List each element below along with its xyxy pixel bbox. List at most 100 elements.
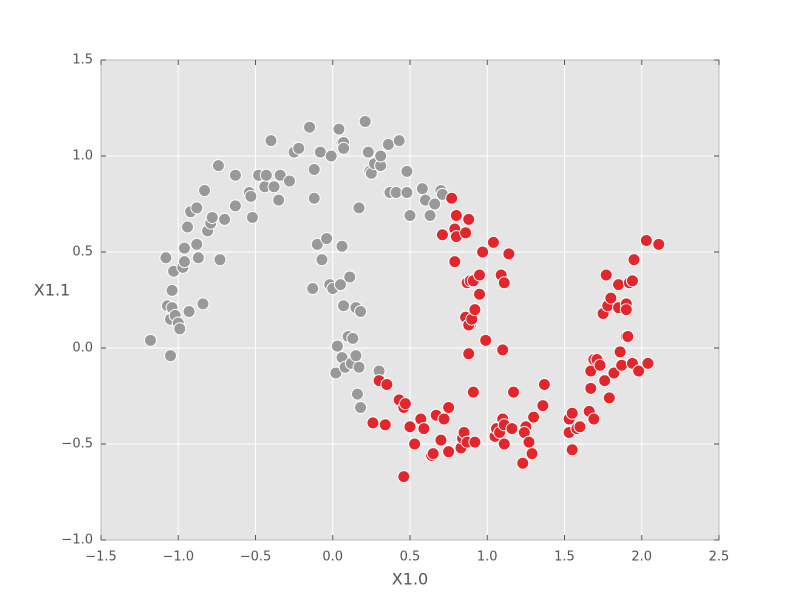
y-tick-label: 1.5	[72, 53, 93, 68]
x-tick-label: 2.0	[631, 550, 652, 565]
point	[307, 162, 321, 176]
point	[352, 201, 366, 215]
point	[537, 377, 551, 391]
point	[516, 456, 530, 470]
point	[428, 197, 442, 211]
x-axis-label: X1.0	[392, 570, 428, 589]
point	[198, 184, 212, 198]
x-tick-label: 0.0	[322, 550, 343, 565]
point	[599, 268, 613, 282]
point	[408, 437, 422, 451]
point	[565, 406, 579, 420]
point	[527, 410, 541, 424]
point	[522, 435, 536, 449]
point	[228, 168, 242, 182]
point	[330, 339, 344, 353]
point	[632, 364, 646, 378]
point	[445, 191, 459, 205]
point	[218, 212, 232, 226]
point	[307, 191, 321, 205]
x-tick-label: 1.5	[554, 550, 575, 565]
point	[415, 182, 429, 196]
point	[190, 201, 204, 215]
point	[335, 239, 349, 253]
y-tick-label: 0.5	[72, 245, 93, 260]
point	[337, 141, 351, 155]
point	[333, 278, 347, 292]
point	[350, 387, 364, 401]
point	[196, 297, 210, 311]
point	[352, 360, 366, 374]
y-tick-label: 1.0	[72, 149, 93, 164]
point	[374, 149, 388, 163]
point	[497, 437, 511, 451]
point	[381, 137, 395, 151]
point	[587, 412, 601, 426]
point	[476, 245, 490, 259]
point	[306, 281, 320, 295]
point	[143, 333, 157, 347]
point	[282, 174, 296, 188]
point	[400, 185, 414, 199]
point	[378, 418, 392, 432]
point	[211, 159, 225, 173]
point	[205, 210, 219, 224]
y-tick-label: −0.5	[61, 437, 93, 452]
point	[403, 209, 417, 223]
point	[310, 237, 324, 251]
point	[573, 420, 587, 434]
point	[462, 212, 476, 226]
point	[507, 385, 521, 399]
point	[320, 232, 334, 246]
point	[652, 237, 666, 251]
point	[177, 241, 191, 255]
point	[462, 347, 476, 361]
point	[267, 180, 281, 194]
point	[228, 199, 242, 213]
y-tick-label: −1.0	[61, 533, 93, 548]
point	[615, 358, 629, 372]
point	[473, 268, 487, 282]
point	[181, 220, 195, 234]
point	[621, 329, 635, 343]
point	[244, 189, 258, 203]
points	[143, 114, 666, 484]
point	[159, 251, 173, 265]
point	[346, 331, 360, 345]
point	[354, 401, 368, 415]
point	[423, 209, 437, 223]
point	[442, 401, 456, 415]
point	[190, 237, 204, 251]
point	[398, 397, 412, 411]
point	[264, 134, 278, 148]
point	[449, 209, 463, 223]
point	[639, 233, 653, 247]
point	[625, 274, 639, 288]
point	[525, 447, 539, 461]
point	[324, 149, 338, 163]
point	[315, 253, 329, 267]
point	[502, 247, 516, 261]
point	[343, 270, 357, 284]
point	[619, 303, 633, 317]
point	[613, 345, 627, 359]
point	[607, 366, 621, 380]
point	[496, 343, 510, 357]
x-tick-label: 0.5	[400, 550, 421, 565]
point	[349, 349, 363, 363]
point	[182, 305, 196, 319]
point	[468, 303, 482, 317]
point	[392, 134, 406, 148]
point	[337, 299, 351, 313]
point	[435, 228, 449, 242]
x-tick-label: −1.5	[85, 550, 117, 565]
point	[213, 253, 227, 267]
point	[536, 399, 550, 413]
point	[380, 377, 394, 391]
point	[361, 145, 375, 159]
point	[303, 120, 317, 134]
point	[584, 381, 598, 395]
point	[191, 251, 205, 265]
